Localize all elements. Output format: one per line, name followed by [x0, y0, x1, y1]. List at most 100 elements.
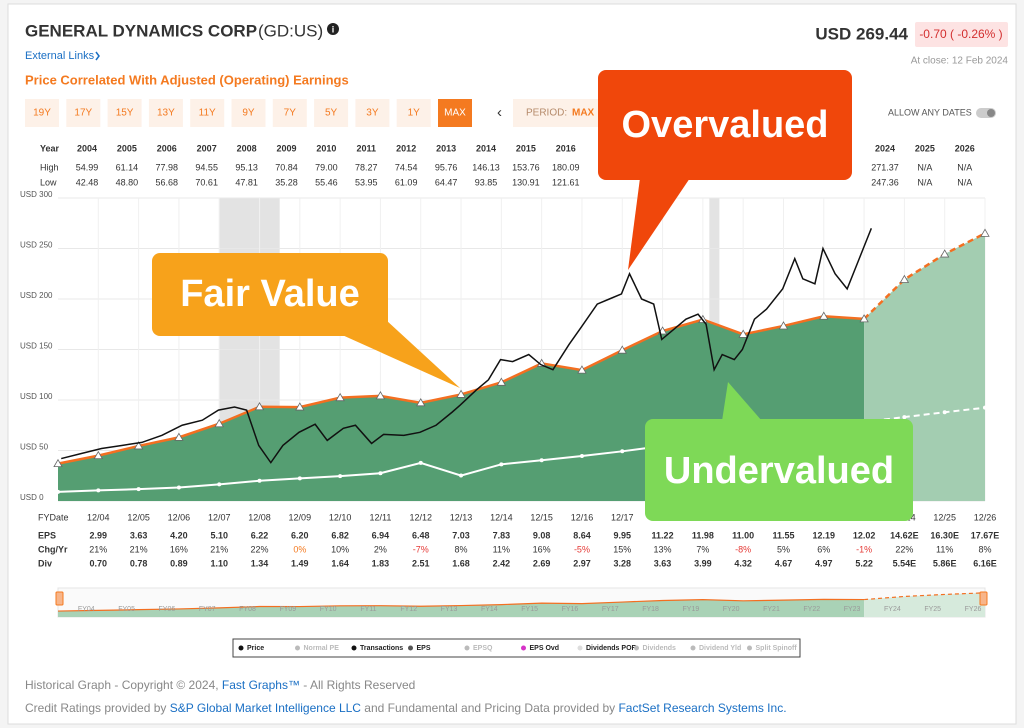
navigator-label: FY13 [441, 606, 458, 613]
legend-swatch[interactable] [577, 645, 583, 651]
navigator-label: FY25 [924, 606, 941, 613]
dividend: 1.10 [210, 558, 228, 568]
series-line [863, 232, 986, 320]
high: 79.00 [315, 162, 338, 172]
low: 55.46 [315, 177, 338, 187]
navigator-label: FY14 [481, 606, 498, 613]
legend-swatch[interactable] [238, 645, 244, 651]
range-button[interactable] [190, 99, 225, 127]
year: 2011 [357, 143, 377, 153]
ticker: (GD:US) [258, 21, 323, 40]
eps-marker [617, 345, 627, 354]
range-label: 19Y [33, 108, 51, 119]
legend-label[interactable]: Normal PE [304, 645, 340, 652]
eps: 3.63 [130, 530, 148, 540]
eps-marker [295, 402, 305, 411]
navigator-label: FY19 [683, 606, 700, 613]
legend-label[interactable]: Transactions [360, 645, 403, 652]
legend-swatch[interactable] [521, 645, 526, 651]
row-label: Chg/Yr [38, 544, 68, 554]
legend-label[interactable]: EPS Ovd [530, 645, 560, 652]
eps-marker [254, 401, 265, 411]
legend-swatch[interactable] [634, 645, 639, 651]
x-tick-label: 12/06 [168, 512, 191, 522]
legend-swatch[interactable] [351, 645, 357, 651]
range-label: 15Y [116, 108, 134, 119]
legend-label[interactable]: EPSQ [473, 645, 493, 652]
eps-marker [899, 274, 910, 283]
legend-swatch[interactable] [747, 645, 752, 651]
range-button[interactable] [314, 99, 349, 127]
legend-label[interactable]: Price [247, 645, 264, 652]
navigator-label: FY26 [965, 606, 982, 613]
legend-swatch[interactable] [295, 645, 300, 651]
navigator-handle[interactable] [55, 591, 64, 606]
callout-tail [340, 320, 460, 388]
range-button[interactable] [107, 99, 142, 127]
legend-label[interactable]: Dividends POR [586, 645, 637, 652]
x-tick-label: 12/15 [530, 512, 553, 522]
toggle-knob [987, 109, 995, 117]
navigator-handle[interactable] [979, 591, 988, 606]
period-box[interactable] [513, 99, 601, 127]
range-button[interactable] [438, 99, 472, 127]
year: 2010 [316, 143, 336, 153]
y-tick-label: USD 300 [20, 190, 53, 199]
brand-link[interactable]: Fast Graphs™ [222, 678, 300, 692]
range-button[interactable] [272, 99, 307, 127]
price: USD 269.44 [815, 24, 908, 43]
eps: 7.83 [493, 530, 511, 540]
dividend-point [96, 488, 101, 493]
legend-swatch[interactable] [408, 645, 413, 651]
high: 94.55 [195, 162, 218, 172]
y-tick-label: USD 250 [20, 241, 53, 250]
eps-marker [375, 391, 386, 400]
range-button[interactable] [148, 99, 183, 127]
period-value: MAX [572, 108, 595, 119]
change-per-year: 21% [89, 544, 107, 554]
change-per-year: 11% [493, 544, 510, 554]
legend-label[interactable]: Dividends [643, 645, 677, 652]
prev-arrow[interactable]: ‹ [497, 104, 502, 121]
legend-label[interactable]: Split Spinoff [756, 645, 798, 652]
high: 180.09 [552, 162, 580, 172]
price-line [61, 228, 873, 464]
high: N/A [957, 162, 972, 172]
legend-swatch[interactable] [690, 645, 696, 651]
range-button[interactable] [355, 99, 390, 127]
low: 93.85 [475, 177, 498, 187]
external-links[interactable]: External Links [25, 50, 95, 62]
dividend: 1.83 [372, 558, 390, 568]
range-button[interactable] [66, 99, 101, 127]
change-per-year: 22% [251, 544, 269, 554]
high: 146.13 [472, 162, 500, 172]
range-button[interactable] [25, 99, 59, 127]
dividend: 0.89 [170, 558, 188, 568]
range-button[interactable] [396, 99, 431, 127]
high: 271.37 [871, 162, 899, 172]
factset-link[interactable]: FactSet Research Systems Inc. [618, 701, 786, 715]
legend-label[interactable]: Dividend Yld [699, 645, 741, 652]
legend-swatch[interactable] [464, 645, 470, 651]
navigator-label: FY07 [199, 606, 216, 613]
x-tick-label: 12/05 [127, 512, 150, 522]
change: -0.70 ( -0.26% ) [919, 27, 1002, 41]
copyright-text: Historical Graph - Copyright © 2024, [25, 678, 222, 692]
range-button[interactable] [231, 99, 266, 127]
change-per-year: 11% [936, 544, 953, 554]
change-per-year: -1% [856, 544, 872, 554]
low: 42.48 [76, 177, 99, 187]
x-tick-label: 12/11 [370, 512, 392, 522]
dividend-point [378, 471, 383, 476]
dividend-point [499, 462, 504, 467]
y-tick-label: USD 150 [20, 342, 53, 351]
dividend: 6.16E [973, 558, 997, 568]
x-tick-label: 12/10 [329, 512, 352, 522]
sp-link[interactable]: S&P Global Market Intelligence LLC [170, 701, 362, 715]
row-label: Low [40, 177, 57, 187]
info-icon[interactable] [327, 23, 339, 35]
legend-label[interactable]: EPS [417, 645, 431, 652]
dividend-point [459, 473, 464, 478]
navigator-label: FY21 [763, 606, 780, 613]
